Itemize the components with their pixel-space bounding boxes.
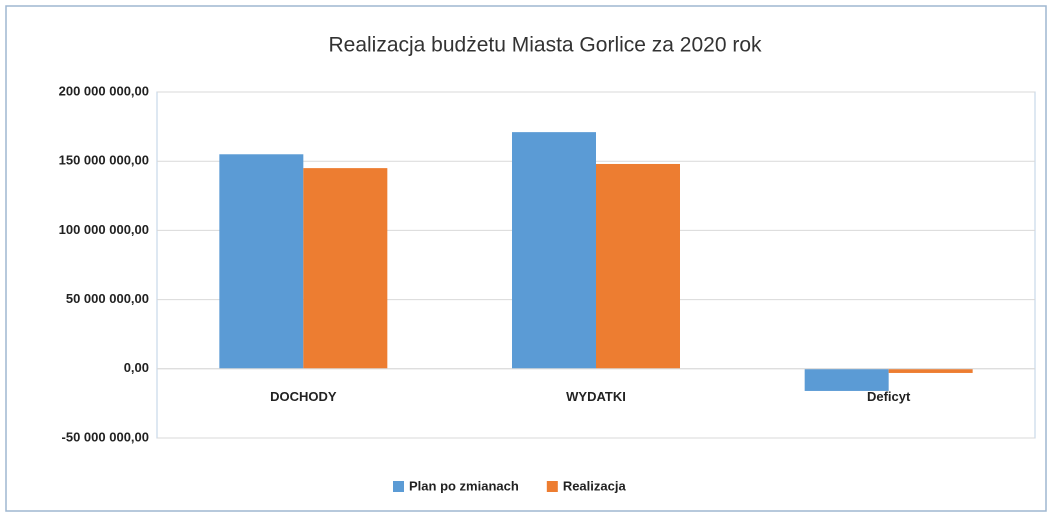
y-tick-label: 200 000 000,00 — [59, 83, 149, 98]
y-tick-label: 150 000 000,00 — [59, 153, 149, 168]
legend-swatch — [546, 481, 558, 492]
legend-swatch — [393, 481, 404, 492]
y-tick-label: -50 000 000,00 — [62, 429, 149, 444]
bar — [303, 168, 388, 369]
y-tick-label: 0,00 — [124, 360, 149, 375]
bar — [512, 132, 596, 369]
chart-title: Realizacja budżetu Miasta Gorlice za 202… — [328, 34, 762, 57]
bar — [596, 163, 680, 369]
x-tick-label: DOCHODY — [270, 389, 337, 404]
y-tick-label: 100 000 000,00 — [59, 222, 149, 237]
legend-label: Realizacja — [563, 478, 627, 493]
y-tick-label: 50 000 000,00 — [66, 291, 149, 306]
legend-label: Plan po zmianach — [409, 478, 519, 493]
x-tick-label: WYDATKI — [566, 389, 626, 404]
x-tick-label: Deficyt — [867, 389, 911, 404]
bar — [804, 368, 889, 391]
bar — [888, 368, 973, 373]
bar — [219, 154, 304, 369]
